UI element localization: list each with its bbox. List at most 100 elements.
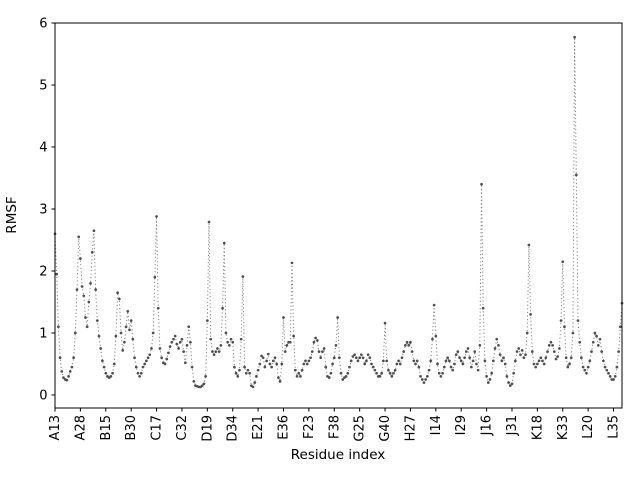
data-point-marker (329, 371, 333, 375)
data-point-marker (537, 359, 541, 363)
data-point-marker (84, 316, 87, 319)
data-point-marker (422, 381, 426, 384)
data-point-marker (288, 340, 292, 344)
data-point-marker (339, 371, 343, 375)
data-point-marker (246, 368, 250, 372)
data-point-marker (158, 347, 162, 350)
data-point-marker (336, 316, 339, 319)
data-point-marker (300, 368, 304, 372)
data-point-marker (446, 356, 450, 360)
data-point-marker (488, 378, 492, 381)
data-point-marker (192, 379, 196, 383)
data-point-marker (302, 362, 306, 366)
data-point-marker (558, 347, 561, 350)
data-point-marker (307, 359, 311, 363)
data-point-marker (273, 356, 277, 360)
data-point-marker (544, 356, 548, 360)
data-point-marker (178, 340, 182, 344)
data-point-marker (468, 356, 472, 360)
data-point-marker (398, 362, 402, 366)
data-point-marker (561, 260, 565, 264)
data-point-marker (255, 375, 258, 378)
data-point-marker (388, 371, 392, 375)
data-point-marker (478, 344, 482, 347)
data-point-marker (566, 365, 570, 369)
data-point-marker (280, 362, 284, 366)
x-tick-label: L35 (607, 415, 622, 439)
x-tick-label: A28 (73, 415, 88, 440)
data-point-marker (112, 362, 116, 366)
data-point-marker (492, 359, 495, 363)
data-point-marker (473, 350, 477, 353)
data-point-marker (498, 353, 502, 357)
data-point-marker (227, 344, 231, 347)
data-point-marker (470, 365, 473, 369)
data-point-marker (212, 353, 216, 357)
data-point-marker (95, 319, 99, 322)
data-point-marker (75, 288, 79, 291)
data-point-marker (552, 350, 556, 353)
data-point-marker (366, 353, 370, 357)
data-point-marker (508, 384, 512, 388)
data-point-marker (156, 306, 160, 310)
data-point-marker (121, 348, 125, 352)
data-point-marker (182, 350, 185, 353)
data-point-marker (327, 376, 331, 379)
data-point-marker (383, 321, 387, 325)
data-point-marker (221, 306, 224, 310)
data-point-marker (80, 285, 84, 288)
data-point-marker (486, 381, 490, 384)
y-tick-label: 1 (39, 326, 47, 341)
data-point-marker (525, 331, 529, 335)
data-point-marker (271, 359, 275, 363)
data-point-marker (397, 359, 400, 363)
data-point-marker (109, 375, 113, 378)
data-point-marker (60, 370, 64, 373)
data-point-marker (414, 362, 417, 366)
data-point-marker (332, 356, 336, 360)
data-point-marker (217, 350, 221, 353)
data-point-marker (464, 350, 468, 353)
data-point-marker (571, 331, 575, 335)
data-point-marker (449, 365, 453, 369)
data-point-marker (353, 353, 356, 357)
data-point-marker (334, 344, 338, 347)
data-point-marker (305, 362, 309, 366)
x-tick-label: K33 (556, 415, 571, 440)
data-point-marker (527, 243, 531, 247)
data-point-marker (263, 365, 267, 369)
y-axis-ticks: 0 1 2 3 4 5 6 (39, 17, 55, 403)
data-point-marker (453, 362, 456, 366)
data-point-marker (461, 362, 465, 366)
x-tick-label: J31 (505, 415, 520, 436)
data-point-marker (463, 356, 466, 360)
data-point-marker (405, 340, 409, 344)
data-point-marker (536, 362, 539, 366)
data-point-marker (160, 356, 163, 360)
data-point-marker (392, 371, 395, 375)
data-point-marker (268, 362, 272, 366)
y-tick-label: 3 (39, 202, 47, 217)
data-point-marker (576, 319, 580, 322)
data-point-marker (129, 319, 133, 322)
data-point-marker (363, 362, 367, 366)
data-point-marker (432, 303, 436, 307)
data-point-marker (512, 371, 516, 375)
data-point-marker (317, 350, 321, 353)
data-point-marker (617, 350, 620, 353)
data-point-marker (190, 365, 194, 369)
data-point-marker (420, 378, 424, 381)
data-point-marker (244, 371, 248, 375)
data-point-marker (148, 353, 152, 357)
data-point-marker (214, 350, 218, 353)
data-point-marker (253, 381, 257, 384)
data-point-marker (256, 368, 260, 372)
data-point-marker (393, 368, 397, 372)
data-point-marker (168, 345, 172, 348)
data-point-marker (595, 334, 598, 338)
data-point-marker (608, 375, 612, 378)
data-point-marker (365, 359, 368, 363)
data-point-marker (304, 359, 307, 363)
data-point-marker (360, 353, 363, 357)
data-point-marker (150, 347, 153, 350)
